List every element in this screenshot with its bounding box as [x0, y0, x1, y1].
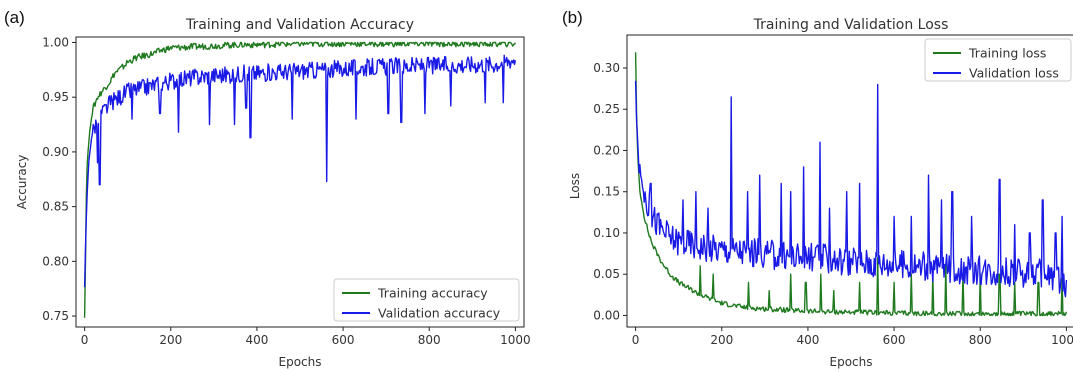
training-accuracy-line: [83, 41, 516, 318]
x-tick-label: 600: [332, 333, 355, 347]
y-tick-label: 0.75: [42, 309, 69, 323]
y-tick-label: 0.90: [42, 145, 69, 159]
x-tick-label: 200: [159, 333, 182, 347]
x-tick-label: 0: [81, 333, 89, 347]
validation-accuracy-line: [83, 54, 517, 288]
legend-label: Training accuracy: [377, 286, 488, 301]
panel-a-tag: (a): [4, 8, 25, 27]
panel-b-tag: (b): [562, 8, 583, 27]
x-axis-label: Epochs: [279, 355, 322, 369]
y-tick-label: 0.85: [42, 200, 69, 214]
x-tick-label: 800: [418, 333, 441, 347]
legend-label: Validation accuracy: [378, 306, 501, 321]
y-tick-label: 1.00: [42, 35, 69, 49]
y-tick-label: 0.95: [42, 90, 69, 104]
y-axis-label: Accuracy: [15, 155, 29, 210]
legend-box: [333, 278, 520, 322]
y-tick-label: 0.80: [42, 254, 69, 268]
plot-frame: [75, 36, 525, 328]
x-tick-label: 1000: [500, 333, 531, 347]
x-tick-label: 400: [245, 333, 268, 347]
chart-title: Training and Validation Accuracy: [185, 17, 414, 33]
